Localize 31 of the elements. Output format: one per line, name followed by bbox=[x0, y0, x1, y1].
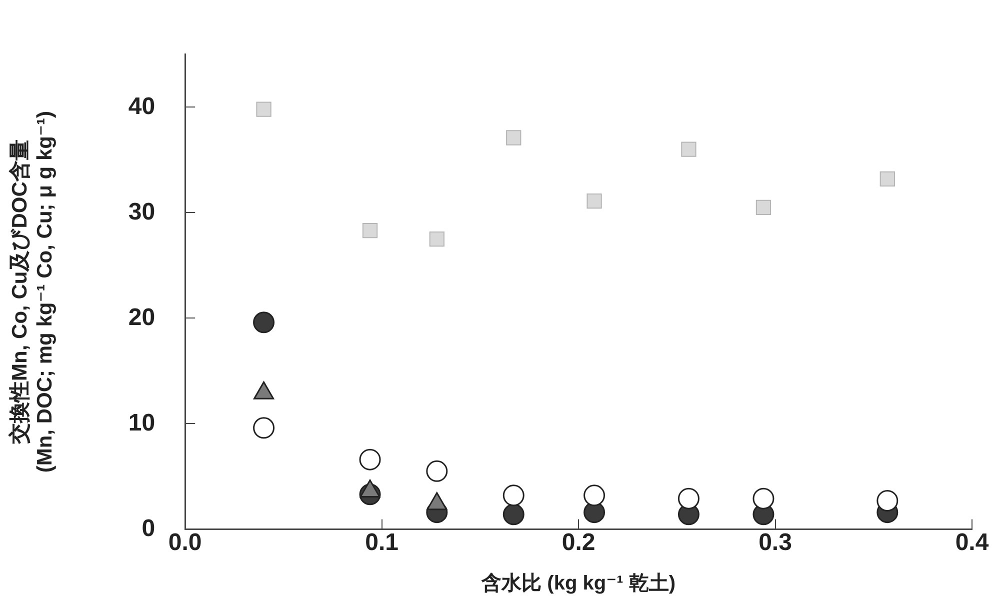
y-tick-label: 0 bbox=[142, 514, 156, 542]
point bbox=[876, 490, 898, 512]
y-tick-label: 40 bbox=[128, 92, 156, 120]
x-axis-title: 含水比 (kg kg⁻¹ 乾土) bbox=[480, 572, 676, 595]
point bbox=[678, 488, 700, 510]
y-tick-label: 10 bbox=[128, 409, 156, 436]
point bbox=[426, 460, 448, 482]
x-tick-label: 0.1 bbox=[365, 529, 399, 556]
point bbox=[880, 171, 895, 186]
y-tick-label: 20 bbox=[128, 304, 156, 331]
y-axis-title: 交換性Mn, Co, Cu及びDOC含量 (Mn, DOC; mg kg⁻¹ Co, Cu; μ g kg⁻¹) bbox=[7, 110, 57, 473]
point bbox=[359, 448, 381, 470]
point bbox=[586, 193, 602, 209]
y-tick-label: 30 bbox=[128, 198, 156, 226]
x-tick-label: 0.2 bbox=[562, 529, 596, 556]
x-tick-label: 0.3 bbox=[758, 529, 792, 556]
point bbox=[256, 102, 272, 117]
point bbox=[584, 502, 606, 524]
x-tick-label: 0.0 bbox=[168, 529, 202, 556]
point bbox=[253, 312, 275, 334]
point bbox=[506, 130, 522, 146]
x-tick-label: 0.4 bbox=[955, 529, 990, 556]
point bbox=[362, 223, 378, 238]
point bbox=[752, 488, 774, 510]
point bbox=[584, 484, 606, 506]
point bbox=[681, 142, 696, 157]
point bbox=[502, 504, 524, 526]
point bbox=[253, 417, 275, 439]
point bbox=[756, 200, 772, 215]
point bbox=[429, 231, 444, 247]
point bbox=[502, 484, 524, 506]
